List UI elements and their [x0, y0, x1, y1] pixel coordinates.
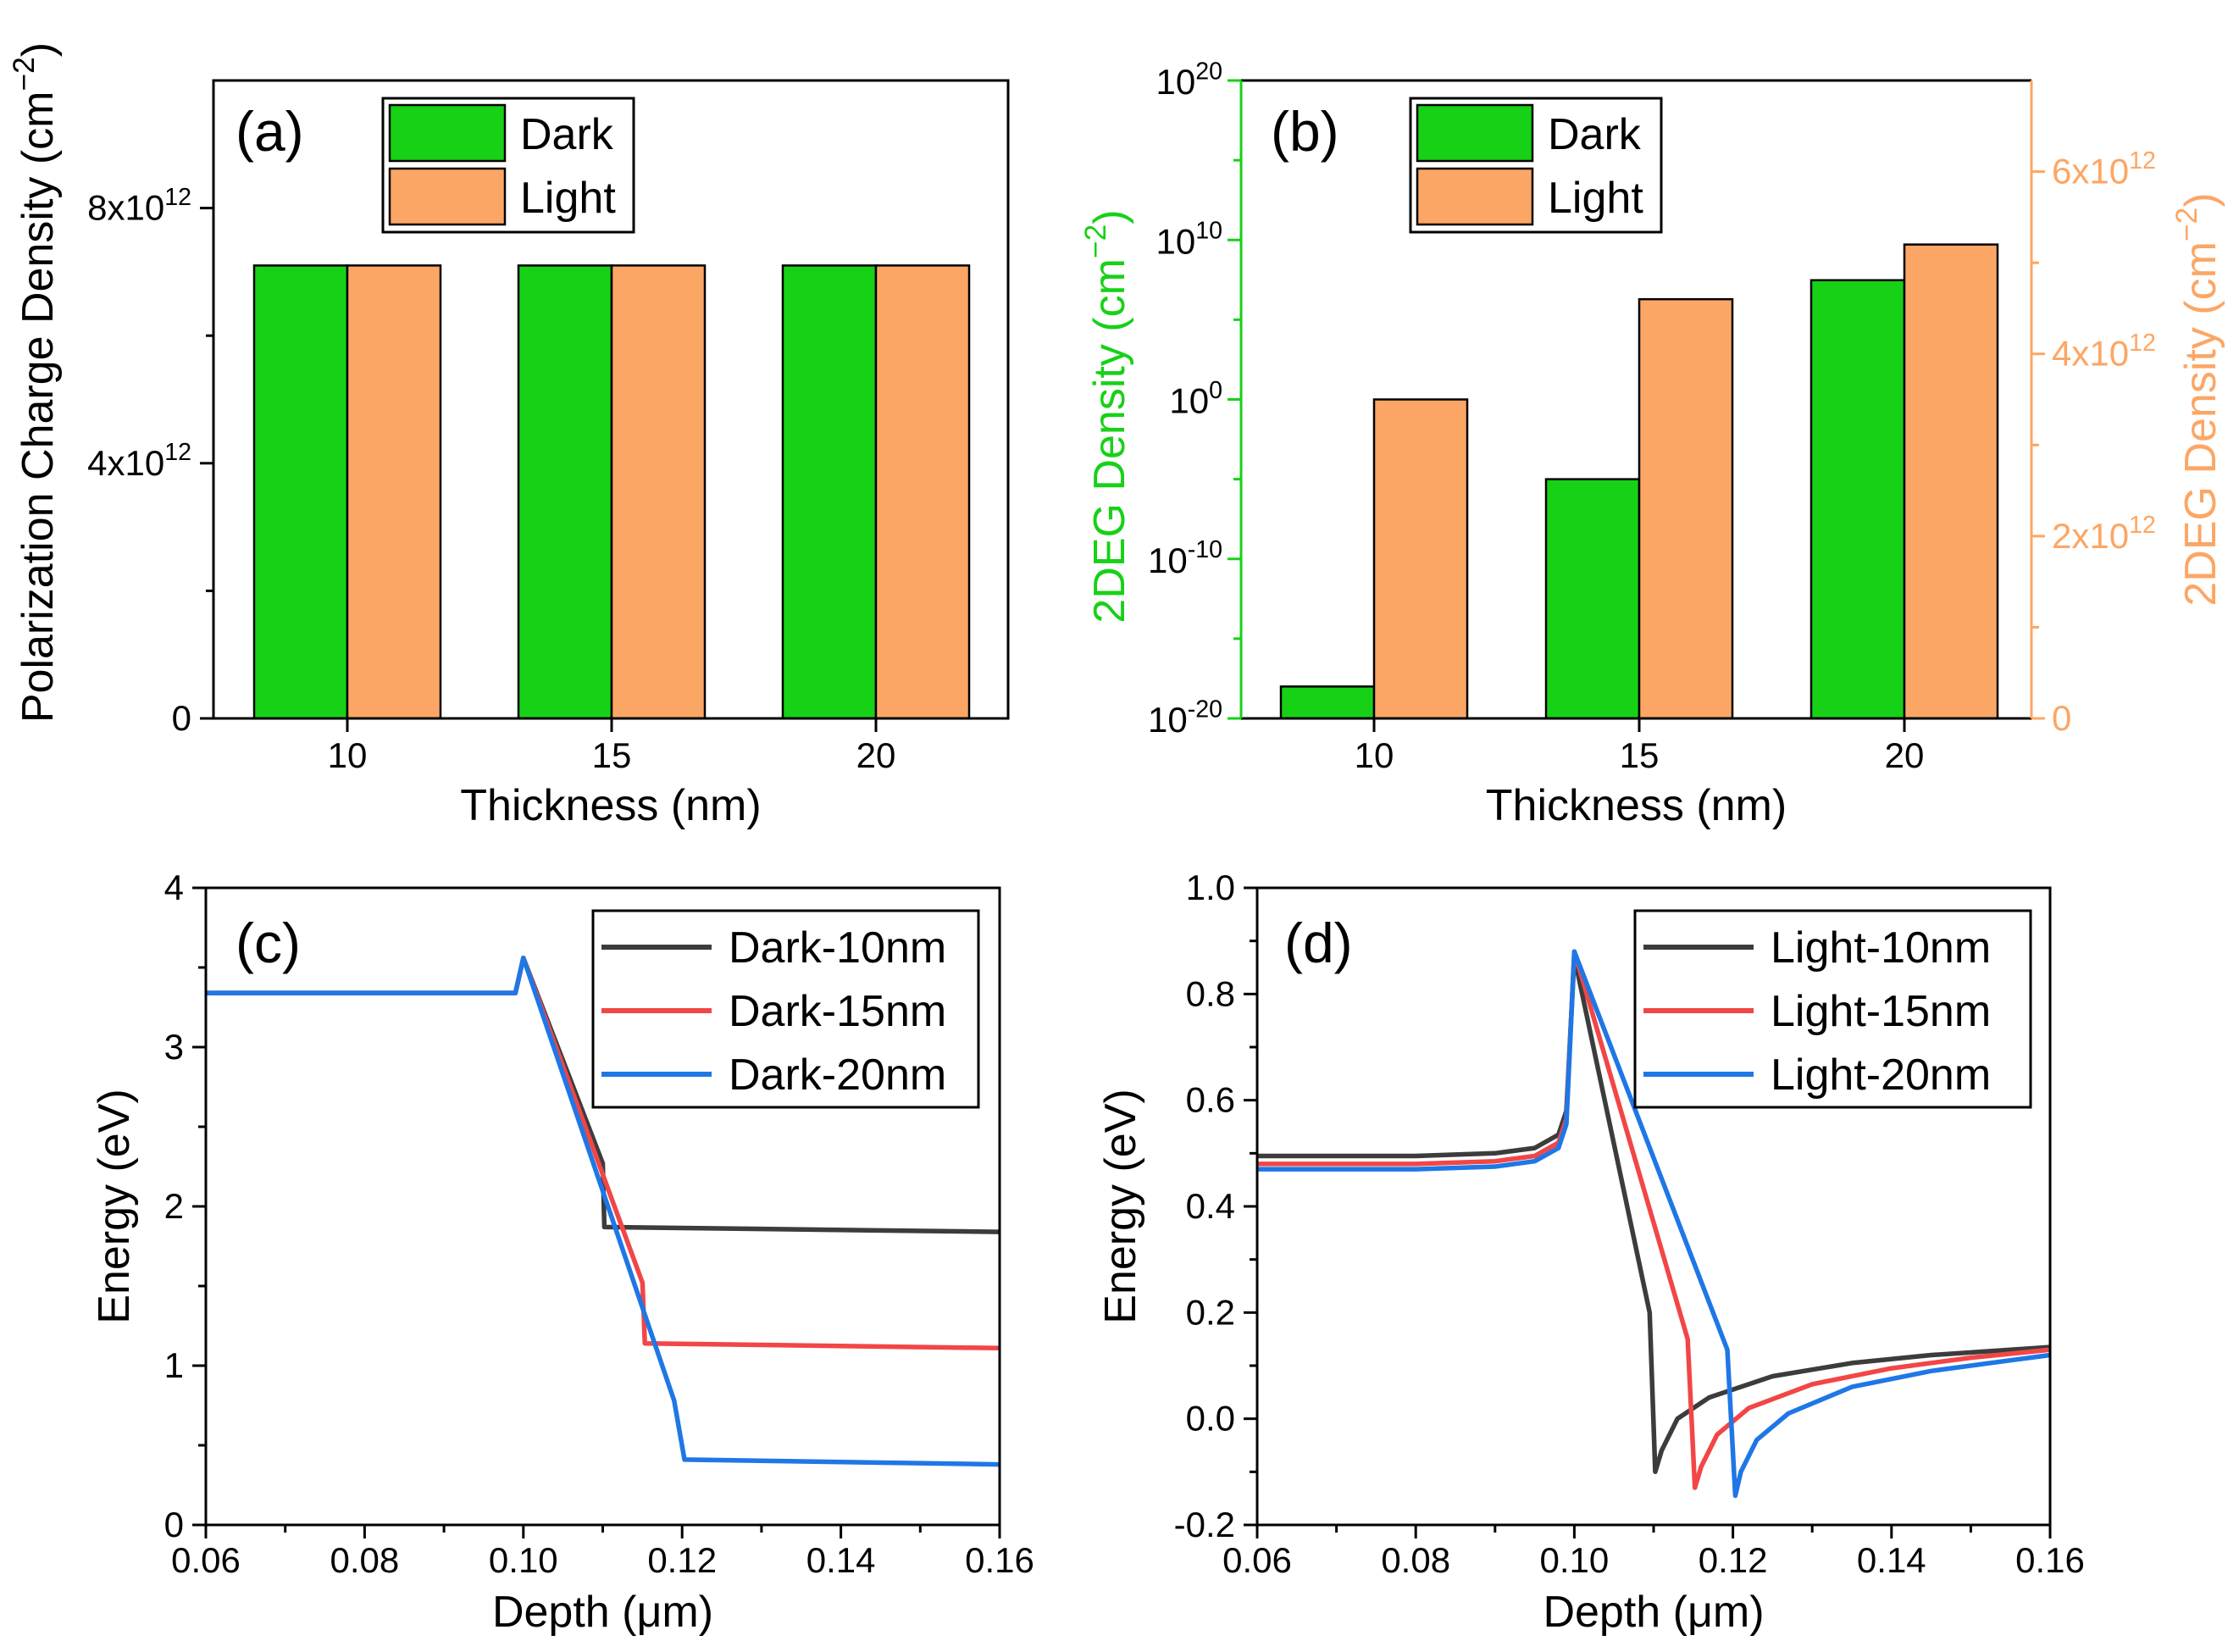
legend: Dark Light [381, 97, 635, 234]
x-tick-label: 0.14 [806, 1540, 876, 1580]
panel-d-frame [1255, 886, 2052, 1527]
panel-b: 10 15 20 10-20 10-10 100 1010 1020 0 2x1012 4x1012… [1079, 58, 2225, 830]
y-left-tick-label: 100 [1169, 377, 1222, 421]
x-tick-label: 0.08 [330, 1540, 400, 1580]
series-line-light-10nm [1257, 954, 2050, 1475]
y-axis-title: Energy (eV) [90, 1089, 139, 1323]
series-line-light-20nm [1257, 949, 2050, 1499]
y-tick-label: -0.2 [1174, 1505, 1235, 1544]
y-right-axis-title: 2DEG Density (cm−2) [2170, 192, 2225, 606]
panel-label: (b) [1271, 100, 1339, 163]
y-tick-label: 0.0 [1186, 1399, 1235, 1439]
y-left-axis-title: 2DEG Density (cm−2) [1079, 209, 1134, 623]
y-tick-label: 1.0 [1186, 868, 1235, 907]
legend-label: Dark-20nm [729, 1051, 946, 1100]
legend-label: Light [1548, 174, 1643, 223]
y-tick-label: 0 [164, 1505, 184, 1544]
bar-light-15 [610, 264, 707, 720]
y-right-tick-label: 6x1012 [2052, 147, 2156, 191]
bar-dark-10 [252, 264, 349, 720]
panel-a: 10 15 20 0 4x1012 8x1012 Thickness (nm) Polariz… [8, 42, 971, 830]
bar-dark-20 [1809, 279, 1906, 720]
y-left-tick-label: 1010 [1156, 218, 1222, 262]
legend-label: Dark [520, 110, 614, 159]
y-tick-label: 1 [164, 1345, 184, 1385]
x-tick-label: 0.14 [1857, 1540, 1926, 1580]
y-tick-label: 0.8 [1186, 973, 1235, 1013]
y-right-tick-label: 0 [2052, 698, 2071, 738]
x-axis-title: Depth (μm) [492, 1588, 713, 1637]
bar-dark-15 [1544, 478, 1641, 720]
x-tick-label: 0.16 [965, 1540, 1034, 1580]
y-tick-label: 4 [164, 868, 184, 907]
panel-label: (c) [236, 912, 301, 974]
bar-dark-20 [781, 264, 878, 720]
legend-swatch [1416, 167, 1534, 226]
series-line-dark-20nm [206, 955, 1000, 1467]
legend: Light-10nm Light-15nm Light-20nm [1633, 909, 2032, 1109]
y-left-tick-label: 10-20 [1148, 696, 1222, 740]
x-tick-label: 0.06 [171, 1540, 241, 1580]
legend-label: Light-15nm [1771, 987, 1991, 1036]
bar-light-10 [1372, 398, 1469, 720]
y-tick-label: 0.2 [1186, 1292, 1235, 1332]
bar-light-20 [1903, 243, 1999, 720]
legend: Dark-10nm Dark-15nm Dark-20nm [591, 909, 980, 1109]
legend-label: Light [520, 174, 616, 223]
bar-dark-15 [517, 264, 613, 720]
x-tick-label: 20 [856, 735, 896, 775]
x-tick-label: 0.10 [1540, 1540, 1610, 1580]
x-tick-label: 0.12 [647, 1540, 717, 1580]
bar-light-20 [874, 264, 971, 720]
y-axis-title: Energy (eV) [1096, 1089, 1145, 1323]
bar-light-10 [346, 264, 442, 720]
panel-a-frame [212, 79, 1010, 720]
panel-d: 0.06 0.08 0.10 0.12 0.14 0.16 -0.2 0.0 0.2 0.4 0.6… [1096, 868, 2085, 1637]
y-right-tick-label: 2x1012 [2052, 512, 2156, 556]
y-left-tick-label: 10-10 [1148, 536, 1222, 580]
x-tick-label: 0.12 [1699, 1540, 1768, 1580]
legend-label: Dark-15nm [729, 987, 946, 1036]
bar-light-15 [1638, 297, 1734, 720]
y-tick-label: 2 [164, 1186, 184, 1226]
y-tick-label: 3 [164, 1027, 184, 1067]
x-tick-label: 15 [1620, 735, 1660, 775]
legend-swatch [388, 103, 507, 163]
x-tick-label: 10 [328, 735, 368, 775]
panel-c: 0.06 0.08 0.10 0.12 0.14 0.16 0 1 2 3 4 Depth (μm) E… [90, 868, 1034, 1637]
panel-c-frame [204, 886, 1001, 1527]
panel-label: (a) [236, 100, 304, 163]
y-tick-label: 0.6 [1186, 1080, 1235, 1120]
series-line-light-15nm [1257, 949, 2050, 1490]
bar-dark-10 [1279, 685, 1376, 720]
y-left-tick-label: 1020 [1156, 58, 1222, 102]
panel-label: (d) [1284, 912, 1353, 974]
y-right-tick-label: 4x1012 [2052, 330, 2156, 374]
legend-label: Light-20nm [1771, 1051, 1991, 1100]
x-tick-label: 20 [1885, 735, 1925, 775]
x-tick-label: 0.06 [1222, 1540, 1292, 1580]
x-tick-label: 15 [592, 735, 632, 775]
x-tick-label: 0.10 [489, 1540, 558, 1580]
x-tick-label: 0.08 [1381, 1540, 1450, 1580]
legend: Dark Light [1409, 97, 1663, 234]
y-tick-label: 0 [172, 698, 191, 738]
x-axis-title: Depth (μm) [1543, 1588, 1764, 1637]
y-tick-label: 8x1012 [87, 184, 191, 228]
legend-swatch [1416, 103, 1534, 163]
y-axis-title: Polarization Charge Density (cm−2) [8, 42, 63, 723]
y-tick-label: 0.4 [1186, 1186, 1235, 1226]
y-tick-label: 4x1012 [87, 439, 191, 483]
legend-label: Light-10nm [1771, 923, 1991, 973]
legend-label: Dark [1548, 110, 1642, 159]
x-axis-title: Thickness (nm) [460, 781, 761, 830]
x-axis-title: Thickness (nm) [1486, 781, 1787, 830]
legend-label: Dark-10nm [729, 923, 946, 973]
legend-swatch [388, 167, 507, 226]
x-tick-label: 0.16 [2015, 1540, 2085, 1580]
x-tick-label: 10 [1355, 735, 1394, 775]
